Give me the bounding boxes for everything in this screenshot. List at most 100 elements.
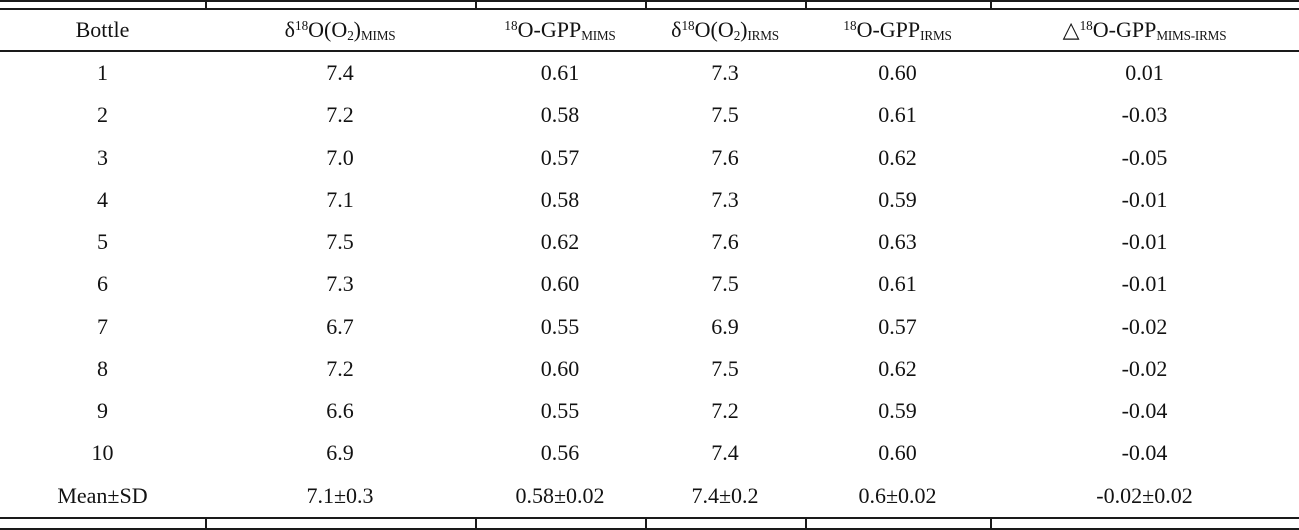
table-cell-d18O-O2-IRMS: 7.5 [711,102,739,128]
header-segment-text: δ [284,16,295,42]
column-header-18O-GPP-IRMS: 18O-GPPIRMS [805,16,990,42]
header-segment-sup: 18 [504,17,518,33]
table-cell-18O-GPP-MIMS: 0.61 [540,60,580,86]
table-cell-d18O-O2-IRMS: 7.5 [711,355,739,381]
table-cell-d18O-O2-IRMS: 7.5 [711,271,739,297]
table-row-bottle-1: 1 7.4 0.61 7.3 0.60 0.01 [0,52,1299,94]
column-header-d18O-O2-MIMS: δ18O(O2)MIMS [205,16,475,44]
table-row-bottle-6: 6 7.3 0.60 7.5 0.61 -0.01 [0,263,1299,305]
table-cell-18O-GPP-IRMS: 0.6±0.02 [858,482,937,508]
table-cell-bottle: 10 [91,440,114,466]
table-cell-d18O-O2-MIMS: 7.1±0.3 [306,482,374,508]
header-segment-text: δ [671,16,682,42]
table-cell-d18O-O2-IRMS: 7.6 [711,229,739,255]
column-divider-tick [205,519,207,528]
table-cell-18O-GPP-IRMS: 0.61 [878,102,917,128]
table-row-bottle-5: 5 7.5 0.62 7.6 0.63 -0.01 [0,221,1299,263]
column-divider-tick [645,519,647,528]
table-cell-bottle: 4 [97,186,108,212]
header-segment-text: O(O [308,16,348,42]
header-segment-text: O-GPP [517,16,582,42]
table-cell-18O-GPP-IRMS: 0.63 [878,229,917,255]
column-divider-tick [990,2,992,8]
table-cell-18O-GPP-MIMS: 0.58 [540,186,580,212]
table-cell-18O-GPP-IRMS: 0.62 [878,355,917,381]
table-cell-18O-GPP-MIMS: 0.62 [540,229,580,255]
table-row-bottle-7: 7 6.7 0.55 6.9 0.57 -0.02 [0,306,1299,348]
table-cell-d18O-O2-MIMS: 7.2 [326,102,354,128]
column-divider-tick [205,2,207,8]
header-segment-sub: MIMS [581,28,616,44]
table-cell-delta-18O-GPP-MIMS-IRMS: -0.01 [1121,271,1168,297]
column-divider-tick [645,2,647,8]
header-segment-text: Bottle [75,16,130,42]
header-segment-sup: 18 [681,17,695,33]
table-cell-d18O-O2-MIMS: 7.5 [326,229,354,255]
table-cell-bottle: 5 [97,229,108,255]
table-cell-delta-18O-GPP-MIMS-IRMS: -0.03 [1121,102,1168,128]
table-row-bottle-9: 9 6.6 0.55 7.2 0.59 -0.04 [0,390,1299,432]
table-cell-18O-GPP-IRMS: 0.62 [878,144,917,170]
table-cell-d18O-O2-IRMS: 7.4±0.2 [691,482,759,508]
column-header-bottle: Bottle [0,16,205,42]
table-body: 1 7.4 0.61 7.3 0.60 0.01 2 7.2 0.58 7.5 0.61 -0.03 3… [0,52,1299,517]
table-cell-d18O-O2-MIMS: 6.6 [326,398,354,424]
table-top-double-rule [0,0,1299,10]
table-row-bottle-3: 3 7.0 0.57 7.6 0.62 -0.05 [0,137,1299,179]
table-cell-18O-GPP-MIMS: 0.57 [540,144,580,170]
header-segment-text: △ [1062,16,1080,42]
table-cell-d18O-O2-IRMS: 7.4 [711,440,739,466]
table-cell-delta-18O-GPP-MIMS-IRMS: -0.02 [1121,355,1168,381]
header-segment-sub: MIMS-IRMS [1156,28,1227,44]
table-cell-bottle: 3 [97,144,108,170]
column-header-delta-18O-GPP-MIMS-IRMS: △18O-GPPMIMS-IRMS [990,16,1299,44]
table-row-bottle-4: 4 7.1 0.58 7.3 0.59 -0.01 [0,179,1299,221]
table-cell-18O-GPP-MIMS: 0.60 [540,355,580,381]
table-cell-d18O-O2-MIMS: 7.4 [326,60,354,86]
column-header-d18O-O2-IRMS: δ18O(O2)IRMS [645,16,805,44]
header-segment-text: ) [353,16,361,42]
table-cell-18O-GPP-IRMS: 0.60 [878,60,917,86]
header-segment-sup: 18 [1079,17,1093,33]
header-segment-sub: 2 [347,28,354,44]
header-segment-text: ) [740,16,748,42]
table-cell-delta-18O-GPP-MIMS-IRMS: -0.02±0.02 [1096,482,1193,508]
table-bottom-double-rule [0,517,1299,530]
table-cell-bottle: 7 [97,313,108,339]
header-segment-sub: 2 [733,28,741,44]
table-cell-bottle: Mean±SD [57,482,148,508]
table-cell-d18O-O2-MIMS: 6.9 [326,440,354,466]
table-cell-18O-GPP-IRMS: 0.59 [878,398,917,424]
header-segment-text: O-GPP [856,16,921,42]
column-divider-tick [805,519,807,528]
table-cell-18O-GPP-IRMS: 0.61 [878,271,917,297]
header-segment-sup: 18 [843,17,857,33]
table-cell-delta-18O-GPP-MIMS-IRMS: -0.04 [1121,440,1168,466]
header-segment-text: O(O [694,16,734,42]
table-cell-bottle: 9 [97,398,108,424]
table-cell-d18O-O2-IRMS: 7.3 [711,60,739,86]
table-cell-18O-GPP-MIMS: 0.58 [540,102,580,128]
table-row-bottle-10: 10 6.9 0.56 7.4 0.60 -0.04 [0,432,1299,474]
table-cell-bottle: 1 [97,60,108,86]
table-cell-18O-GPP-IRMS: 0.57 [878,313,917,339]
column-divider-tick [475,519,477,528]
table-row-bottle-8: 8 7.2 0.60 7.5 0.62 -0.02 [0,348,1299,390]
table-cell-delta-18O-GPP-MIMS-IRMS: -0.01 [1121,186,1168,212]
table-cell-18O-GPP-MIMS: 0.58±0.02 [515,482,605,508]
table-cell-d18O-O2-MIMS: 7.3 [326,271,354,297]
table-row-bottle-2: 2 7.2 0.58 7.5 0.61 -0.03 [0,94,1299,136]
header-segment-sub: IRMS [747,28,779,44]
table-cell-d18O-O2-IRMS: 7.3 [711,186,739,212]
table-cell-d18O-O2-IRMS: 7.2 [711,398,739,424]
table-cell-bottle: 6 [97,271,108,297]
table-cell-18O-GPP-MIMS: 0.60 [540,271,580,297]
table-cell-18O-GPP-IRMS: 0.59 [878,186,917,212]
table-cell-d18O-O2-MIMS: 7.0 [326,144,354,170]
table-cell-18O-GPP-IRMS: 0.60 [878,440,917,466]
table-cell-delta-18O-GPP-MIMS-IRMS: -0.01 [1121,229,1168,255]
table-cell-18O-GPP-MIMS: 0.55 [540,398,580,424]
column-divider-tick [990,519,992,528]
header-segment-sub: MIMS [361,28,396,44]
table-cell-delta-18O-GPP-MIMS-IRMS: 0.01 [1125,60,1164,86]
